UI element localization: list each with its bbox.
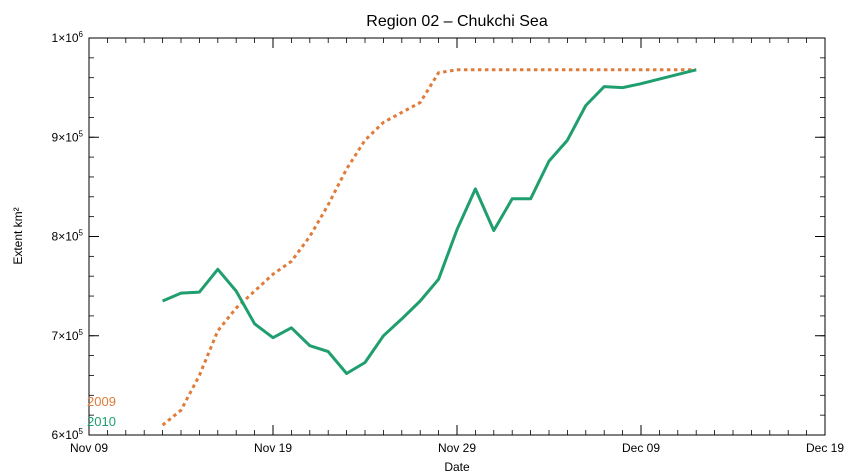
series-line-2009	[161, 68, 697, 427]
y-tick-label: 6×105	[52, 427, 84, 442]
legend-entry-2010: 2010	[87, 414, 116, 429]
major-ticks	[88, 37, 826, 436]
y-axis-label: Extent km²	[11, 207, 25, 264]
chart-title: Region 02 – Chukchi Sea	[366, 13, 548, 30]
minor-ticks	[88, 37, 826, 436]
plot-frame	[88, 37, 826, 436]
y-tick-labels: 6×105 7×105 8×105 9×105 1×106	[52, 30, 84, 442]
legend-entry-2009: 2009	[87, 394, 116, 409]
x-tick-label: Nov 19	[254, 441, 292, 455]
series-line-2010	[162, 68, 697, 375]
x-tick-label: Dec 19	[806, 441, 844, 455]
series-layer	[161, 68, 697, 427]
x-tick-label: Nov 29	[438, 441, 476, 455]
x-axis-label: Date	[444, 460, 470, 474]
y-tick-label: 1×106	[52, 30, 84, 45]
y-tick-label: 8×105	[52, 229, 84, 244]
y-tick-label: 7×105	[52, 328, 84, 343]
x-tick-label: Dec 09	[622, 441, 660, 455]
x-tick-label: Nov 09	[70, 441, 108, 455]
legend: 2009 2010	[87, 394, 116, 429]
y-tick-label: 9×105	[52, 129, 84, 144]
x-tick-labels: Nov 09 Nov 19 Nov 29 Dec 09 Dec 19	[70, 441, 844, 455]
